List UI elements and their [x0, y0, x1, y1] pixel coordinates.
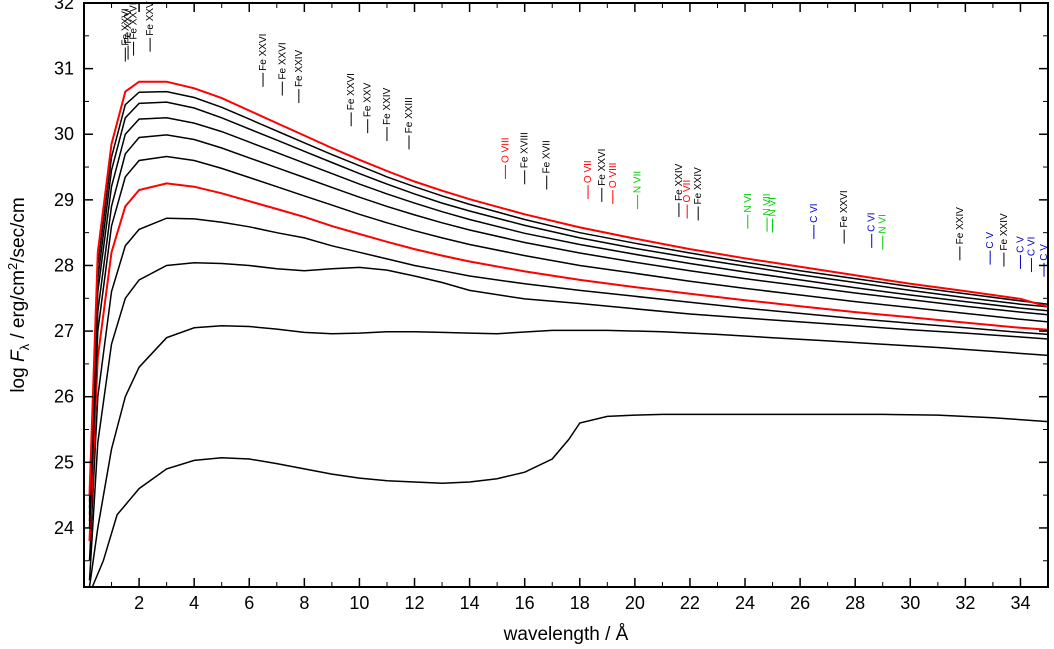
spectrum-curve-9	[88, 101, 1049, 509]
line-label: C VI	[809, 203, 820, 222]
line-label: O VII	[583, 160, 594, 183]
line-label: Fe XXIV	[955, 207, 966, 245]
y-tick-label: 29	[54, 190, 74, 210]
spectrum-curve-5	[88, 182, 1049, 542]
x-tick-label: 24	[735, 593, 755, 613]
spectrum-curve-11	[88, 80, 1049, 496]
y-axis-label-units-pre: / erg/cm	[8, 270, 29, 344]
y-axis-label-sup: 2	[5, 263, 20, 270]
line-label: N VI	[768, 197, 779, 216]
line-label: O VIII	[500, 137, 511, 163]
y-tick-label: 27	[54, 321, 74, 341]
line-label: Fe XVIII	[520, 132, 531, 168]
y-axis-label: log Fλ / erg/cm2/sec/cm	[5, 197, 32, 392]
x-tick-label: 30	[900, 593, 920, 613]
x-tick-label: 4	[189, 593, 199, 613]
line-label: Fe XXV	[363, 82, 374, 117]
line-label: Fe XXV	[123, 9, 134, 44]
x-tick-label: 32	[955, 593, 975, 613]
spectrum-curve-4	[88, 217, 1049, 561]
x-axis-label: wavelength / Å	[503, 624, 629, 645]
x-tick-label: 28	[845, 593, 865, 613]
x-tick-label: 10	[349, 593, 369, 613]
line-label: Fe XXIV	[674, 163, 685, 201]
line-label: C V	[985, 232, 996, 249]
x-tick-label: 12	[404, 593, 424, 613]
x-tick-label: 6	[244, 593, 254, 613]
line-label: Fe XXIV	[693, 167, 704, 205]
line-label: Fe XXVI	[839, 190, 850, 227]
spectrum-curve-2	[88, 325, 1049, 588]
x-tick-label: 14	[460, 593, 480, 613]
line-label: Fe XXVI	[346, 73, 357, 110]
x-tick-label: 18	[570, 593, 590, 613]
spectrum-curve-7	[88, 134, 1049, 522]
x-tick-label: 34	[1010, 593, 1030, 613]
y-axis-label-prefix: log	[8, 362, 29, 393]
spectrum-curve-1	[91, 413, 1049, 588]
x-tick-label: 20	[625, 593, 645, 613]
y-tick-label: 30	[54, 124, 74, 144]
x-tick-label: 16	[515, 593, 535, 613]
y-tick-label: 24	[54, 518, 74, 538]
y-tick-label: 25	[54, 452, 74, 472]
line-label: C V	[1015, 236, 1026, 253]
y-axis-label-var: F	[8, 349, 29, 362]
y-axis-ticks: 24 25 26 27 28 29 30 31 32	[54, 0, 1048, 562]
x-tick-label: 26	[790, 593, 810, 613]
x-axis-ticks: 2 4 6 8 10 12 14 16 18 20 22 24 26 28 30 32 34	[111, 3, 1030, 613]
y-axis-label-sub: λ	[17, 343, 32, 350]
x-tick-label: 2	[134, 593, 144, 613]
line-label: Fe XXIV	[999, 213, 1010, 251]
plot-frame	[83, 2, 1049, 588]
line-label: Fe XXVI	[597, 149, 608, 186]
line-label: C V	[1039, 244, 1050, 261]
spectrum-curve-3	[88, 262, 1049, 581]
line-label: Fe XXIV	[294, 49, 305, 87]
line-label: Fe XXVI	[129, 2, 140, 39]
line-label: C VI	[1026, 237, 1037, 256]
y-tick-label: 26	[54, 387, 74, 407]
line-label: Fe XVII	[542, 140, 553, 173]
spectrum-curve-10	[88, 90, 1049, 502]
line-label: Fe XXVI	[120, 8, 131, 45]
y-axis-label-units-post: /sec/cm	[8, 197, 29, 262]
line-label: N VII	[762, 193, 773, 215]
line-label: O VII	[682, 180, 693, 203]
y-tick-label: 31	[54, 59, 74, 79]
line-label: Fe XXV	[145, 1, 156, 36]
spectrum-curve-8	[88, 117, 1049, 515]
line-label: N VII	[633, 171, 644, 193]
x-tick-label: 8	[299, 593, 309, 613]
line-label: Fe XXVI	[277, 42, 288, 79]
spectrum-curve-6	[88, 155, 1049, 528]
line-label: O VIII	[608, 163, 619, 189]
line-label: Fe XXVI	[258, 34, 269, 71]
y-tick-label: 28	[54, 255, 74, 275]
line-label: Fe XXIV	[382, 87, 393, 125]
spectrum-curves	[88, 80, 1049, 588]
line-label: N VI	[878, 214, 889, 233]
line-label: C VI	[867, 212, 878, 231]
line-label: N VI	[743, 193, 754, 212]
line-label: Fe XXIII	[404, 97, 415, 133]
y-tick-label: 32	[54, 0, 74, 13]
x-tick-label: 22	[680, 593, 700, 613]
